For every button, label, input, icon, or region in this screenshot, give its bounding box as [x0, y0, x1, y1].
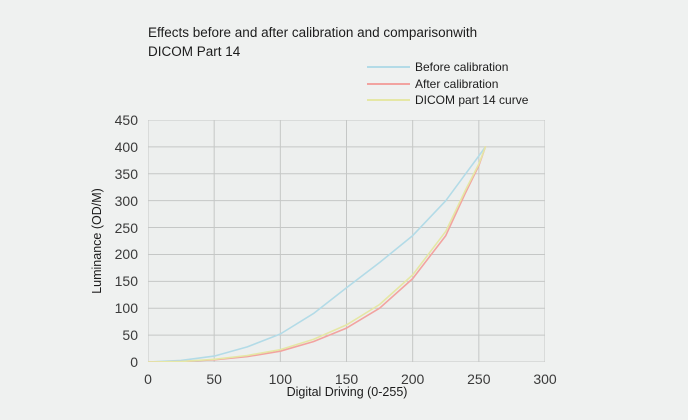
legend-item-before-calibration: Before calibration [367, 59, 528, 76]
x-tick-label: 100 [268, 371, 293, 387]
legend-item-after-calibration: After calibration [367, 76, 528, 93]
plot-svg [148, 120, 545, 362]
x-tick-label: 150 [334, 371, 359, 387]
y-tick-label: 250 [114, 219, 138, 236]
y-tick-label: 150 [114, 273, 138, 290]
x-tick-label: 300 [533, 371, 557, 387]
y-tick-label: 50 [122, 327, 138, 344]
legend-swatch-line-icon [367, 82, 410, 85]
legend: Before calibration After calibration DIC… [367, 59, 528, 109]
legend-label: After calibration [415, 76, 499, 91]
series-line-before-calibration [148, 146, 487, 362]
legend-label: DICOM part 14 curve [415, 93, 529, 108]
y-tick-label: 300 [114, 192, 138, 209]
legend-swatch-line-icon [367, 99, 410, 102]
y-tick-label: 100 [114, 300, 138, 317]
x-tick-label: 250 [467, 371, 491, 387]
legend-label: Before calibration [415, 60, 509, 75]
legend-swatch-line-icon [367, 66, 410, 69]
x-tick-label: 200 [400, 371, 425, 387]
y-tick-label: 400 [114, 138, 138, 155]
x-axis-label: Digital Driving (0-255) [286, 385, 408, 399]
x-tick-label: 50 [206, 371, 222, 387]
x-tick-label: 0 [144, 371, 152, 387]
y-tick-label: 450 [114, 112, 138, 128]
y-tick-label: 0 [130, 354, 138, 370]
series-line-dicom-part-14-curve [148, 146, 487, 362]
legend-item-dicom-curve: DICOM part 14 curve [367, 92, 528, 109]
y-tick-label: 200 [114, 246, 138, 263]
y-tick-label: 350 [114, 165, 138, 182]
y-axis-label: Luminance (OD/M) [90, 188, 104, 294]
plot-area: 0 50 100 150 200 250 300 0 50 100 150 200 250 300 350 4… [115, 112, 557, 387]
chart-title: Effects before and after calibration and… [148, 25, 478, 59]
